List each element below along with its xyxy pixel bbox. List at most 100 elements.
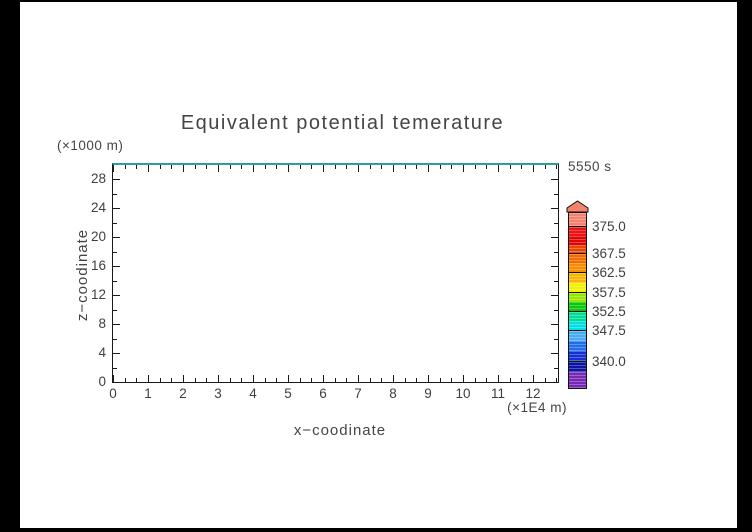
x-tick-label: 3 <box>214 386 222 401</box>
y-major-tick <box>113 295 120 296</box>
colorbar-level-label: 357.5 <box>592 285 626 300</box>
x-minor-tick <box>160 378 161 382</box>
x-minor-tick-top <box>206 165 207 169</box>
x-tick-label: 2 <box>179 386 187 401</box>
y-major-tick <box>113 324 120 325</box>
x-tick-label: 5 <box>284 386 292 401</box>
x-minor-tick <box>521 378 522 382</box>
y-minor-tick <box>113 252 117 253</box>
x-major-tick-top <box>358 165 359 172</box>
x-major-tick <box>288 375 289 382</box>
y-major-tick <box>113 208 120 209</box>
colorbar-band <box>569 263 586 273</box>
x-major-tick <box>533 375 534 382</box>
y-tick-label: 24 <box>90 200 106 215</box>
chart-title: Equivalent potential temerature <box>180 112 505 134</box>
y-minor-tick-right <box>554 310 558 311</box>
y-axis-units-label: (×1000 m) <box>57 138 124 153</box>
x-minor-tick <box>451 378 452 382</box>
colorbar <box>568 212 587 389</box>
y-major-tick-right <box>551 179 558 180</box>
x-tick-label: 11 <box>490 386 505 401</box>
x-major-tick <box>358 375 359 382</box>
x-minor-tick-top <box>521 165 522 169</box>
y-major-tick <box>113 266 120 267</box>
x-minor-tick <box>125 378 126 382</box>
y-major-tick-right <box>551 353 558 354</box>
y-major-tick-right <box>551 237 558 238</box>
colorbar-level-line <box>569 330 586 331</box>
x-tick-label: 4 <box>249 386 257 401</box>
x-major-tick-top <box>113 165 114 172</box>
x-major-tick <box>463 375 464 382</box>
x-minor-tick <box>440 378 441 382</box>
x-minor-tick <box>346 378 347 382</box>
y-major-tick <box>113 353 120 354</box>
x-major-tick-top <box>183 165 184 172</box>
x-major-tick-top <box>218 165 219 172</box>
colorbar-level-line <box>569 292 586 293</box>
x-major-tick-top <box>253 165 254 172</box>
y-tick-label: 16 <box>90 258 106 273</box>
colorbar-band <box>569 254 586 263</box>
colorbar-band <box>569 302 586 312</box>
x-major-tick <box>253 375 254 382</box>
x-minor-tick-top <box>440 165 441 169</box>
x-tick-label: 1 <box>144 386 152 401</box>
colorbar-band <box>569 351 586 362</box>
colorbar-level-line <box>569 361 586 362</box>
x-minor-tick-top <box>195 165 196 169</box>
x-minor-tick-top <box>136 165 137 169</box>
x-minor-tick <box>265 378 266 382</box>
y-major-tick <box>113 237 120 238</box>
x-minor-tick <box>300 378 301 382</box>
x-major-tick <box>498 375 499 382</box>
x-minor-tick-top <box>370 165 371 169</box>
colorbar-level-label: 362.5 <box>592 265 626 280</box>
y-minor-tick <box>113 339 117 340</box>
x-major-tick-top <box>498 165 499 172</box>
colorbar-band <box>569 273 586 283</box>
x-minor-tick-top <box>230 165 231 169</box>
colorbar-band <box>569 293 586 302</box>
x-minor-tick-top <box>545 165 546 169</box>
x-minor-tick <box>276 378 277 382</box>
x-minor-tick <box>381 378 382 382</box>
colorbar-band <box>569 213 586 227</box>
x-minor-tick <box>405 378 406 382</box>
x-major-tick-top <box>393 165 394 172</box>
y-major-tick-right <box>551 324 558 325</box>
x-major-tick <box>218 375 219 382</box>
colorbar-level-line <box>569 226 586 227</box>
colorbar-level-line <box>569 311 586 312</box>
x-minor-tick-top <box>451 165 452 169</box>
colorbar-band <box>569 341 586 351</box>
x-tick-label: 7 <box>354 386 362 401</box>
colorbar-band <box>569 236 586 245</box>
x-tick-label: 9 <box>424 386 432 401</box>
x-minor-tick <box>416 378 417 382</box>
x-axis-units-label: (×1E4 m) <box>507 400 567 415</box>
colorbar-band <box>569 372 586 388</box>
x-tick-label: 6 <box>319 386 327 401</box>
y-tick-label: 20 <box>90 229 106 244</box>
x-tick-label: 8 <box>389 386 397 401</box>
y-minor-tick-right <box>554 339 558 340</box>
x-major-tick-top <box>323 165 324 172</box>
y-tick-label: 12 <box>90 287 106 302</box>
x-major-tick <box>428 375 429 382</box>
y-major-tick-right <box>551 295 558 296</box>
y-minor-tick <box>113 368 117 369</box>
x-minor-tick <box>370 378 371 382</box>
y-minor-tick-right <box>554 281 558 282</box>
x-minor-tick <box>195 378 196 382</box>
x-minor-tick <box>545 378 546 382</box>
x-major-tick <box>323 375 324 382</box>
x-minor-tick-top <box>346 165 347 169</box>
x-minor-tick-top <box>311 165 312 169</box>
y-major-tick <box>113 382 120 383</box>
colorbar-level-label: 367.5 <box>592 246 626 261</box>
x-major-tick-top <box>288 165 289 172</box>
x-minor-tick <box>556 378 557 382</box>
colorbar-level-label: 347.5 <box>592 323 626 338</box>
